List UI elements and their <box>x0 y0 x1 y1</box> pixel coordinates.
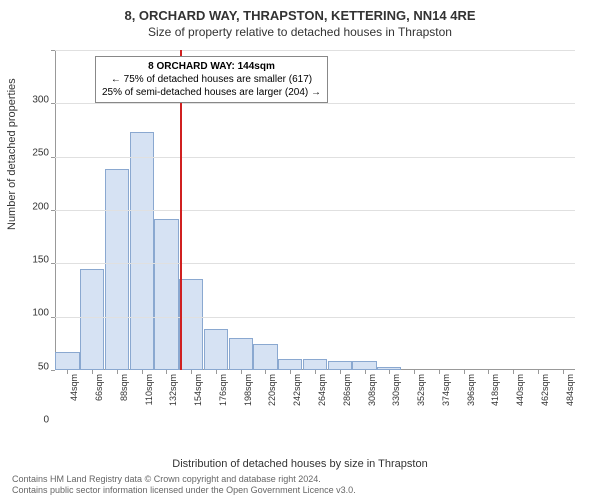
grid-line <box>55 50 575 51</box>
annotation-line-2: ← 75% of detached houses are smaller (61… <box>102 73 321 86</box>
xtick-label: 308sqm <box>367 374 377 414</box>
ytick-label: 100 <box>32 308 49 319</box>
y-axis-label: Number of detached properties <box>6 78 18 230</box>
title-sub: Size of property relative to detached ho… <box>0 23 600 39</box>
ytick-label: 0 <box>43 415 49 426</box>
grid-line <box>55 317 575 318</box>
ytick-label: 300 <box>32 95 49 106</box>
ytick-label: 200 <box>32 201 49 212</box>
xtick-label: 264sqm <box>317 374 327 414</box>
annotation-line-1: 8 ORCHARD WAY: 144sqm <box>102 60 321 73</box>
xtick-label: 88sqm <box>119 374 129 414</box>
bar <box>179 279 203 370</box>
annotation-line-3: 25% of semi-detached houses are larger (… <box>102 86 321 99</box>
bar <box>105 169 129 370</box>
xtick-mark <box>117 370 118 374</box>
footer-line-1: Contains HM Land Registry data © Crown c… <box>12 474 588 485</box>
bar <box>130 132 154 370</box>
xtick-mark <box>513 370 514 374</box>
xtick-label: 374sqm <box>441 374 451 414</box>
ytick-label: 250 <box>32 148 49 159</box>
grid-line <box>55 263 575 264</box>
ytick-label: 150 <box>32 255 49 266</box>
grid-line <box>55 103 575 104</box>
ytick-mark <box>51 317 55 318</box>
bar <box>303 359 327 370</box>
bar <box>352 361 376 370</box>
xtick-mark <box>340 370 341 374</box>
chart-area: 8 ORCHARD WAY: 144sqm← 75% of detached h… <box>55 50 575 420</box>
bar <box>204 329 228 370</box>
ytick-mark <box>51 50 55 51</box>
xtick-label: 110sqm <box>144 374 154 414</box>
xtick-mark <box>365 370 366 374</box>
bar <box>278 359 302 370</box>
xtick-mark <box>216 370 217 374</box>
grid-line <box>55 157 575 158</box>
xtick-label: 286sqm <box>342 374 352 414</box>
xtick-mark <box>464 370 465 374</box>
xtick-label: 440sqm <box>515 374 525 414</box>
xtick-mark <box>92 370 93 374</box>
ytick-mark <box>51 263 55 264</box>
xtick-label: 176sqm <box>218 374 228 414</box>
plot-area: 8 ORCHARD WAY: 144sqm← 75% of detached h… <box>55 50 575 370</box>
xtick-mark <box>241 370 242 374</box>
xtick-label: 242sqm <box>292 374 302 414</box>
xtick-mark <box>563 370 564 374</box>
xtick-mark <box>315 370 316 374</box>
annotation-box: 8 ORCHARD WAY: 144sqm← 75% of detached h… <box>95 56 328 103</box>
xtick-label: 220sqm <box>267 374 277 414</box>
footer: Contains HM Land Registry data © Crown c… <box>0 474 600 497</box>
ytick-mark <box>51 370 55 371</box>
bar <box>253 344 277 370</box>
xtick-mark <box>414 370 415 374</box>
xtick-label: 396sqm <box>466 374 476 414</box>
title-main: 8, ORCHARD WAY, THRAPSTON, KETTERING, NN… <box>0 0 600 23</box>
bar <box>154 219 178 370</box>
ytick-label: 50 <box>38 361 49 372</box>
xtick-label: 66sqm <box>94 374 104 414</box>
bar <box>229 338 253 370</box>
ytick-mark <box>51 157 55 158</box>
footer-line-2: Contains public sector information licen… <box>12 485 588 496</box>
xtick-label: 330sqm <box>391 374 401 414</box>
ytick-mark <box>51 210 55 211</box>
xtick-label: 132sqm <box>168 374 178 414</box>
xtick-label: 198sqm <box>243 374 253 414</box>
x-axis-label: Distribution of detached houses by size … <box>0 458 600 470</box>
xtick-mark <box>142 370 143 374</box>
xtick-mark <box>439 370 440 374</box>
ytick-mark <box>51 103 55 104</box>
xtick-label: 462sqm <box>540 374 550 414</box>
xtick-label: 484sqm <box>565 374 575 414</box>
bar <box>55 352 79 370</box>
bar <box>80 269 104 370</box>
xtick-label: 154sqm <box>193 374 203 414</box>
bar <box>328 361 352 370</box>
xtick-label: 352sqm <box>416 374 426 414</box>
xtick-label: 418sqm <box>490 374 500 414</box>
xtick-mark <box>538 370 539 374</box>
grid-line <box>55 210 575 211</box>
xtick-label: 44sqm <box>69 374 79 414</box>
